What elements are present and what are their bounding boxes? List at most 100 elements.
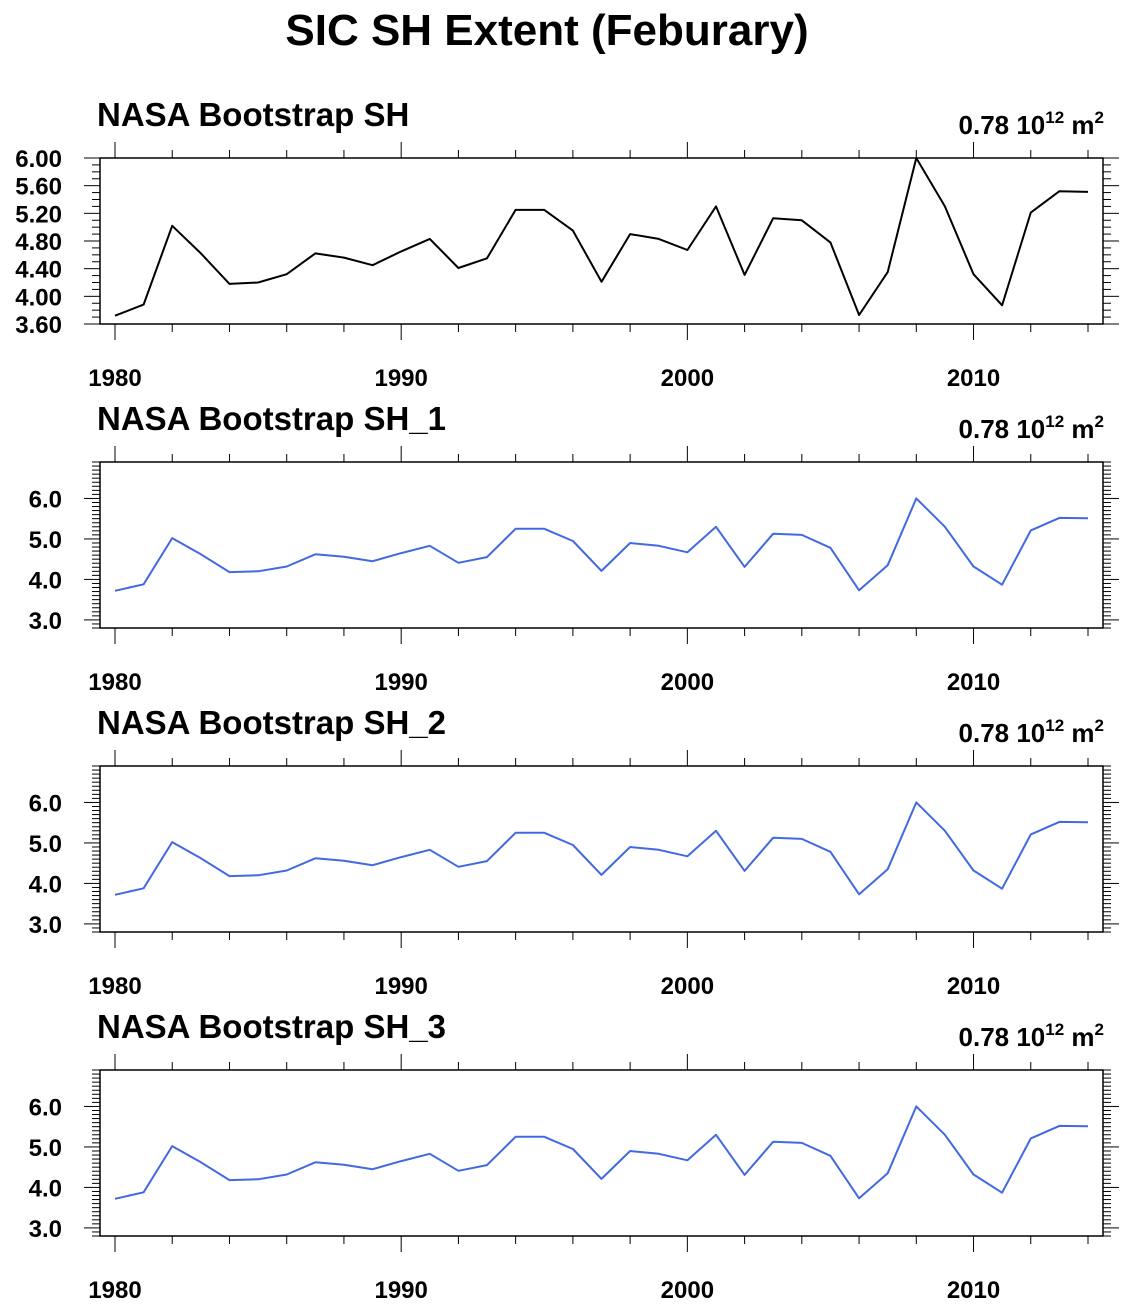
data-point <box>371 263 375 267</box>
data-point <box>943 1133 947 1137</box>
x-tick-label: 2010 <box>947 669 1000 696</box>
data-point <box>571 229 575 233</box>
units-unit-exponent: 2 <box>1095 716 1104 735</box>
plot-frame <box>99 1069 1104 1237</box>
data-point <box>342 1163 346 1167</box>
data-point <box>113 314 117 318</box>
units-annotation: 0.78 1012 m2 <box>959 412 1104 444</box>
units-unit: m <box>1064 718 1094 748</box>
data-point <box>857 1196 861 1200</box>
y-tick-label: 4.80 <box>15 229 62 256</box>
data-point <box>142 1190 146 1194</box>
data-point <box>972 564 976 568</box>
data-point <box>828 1154 832 1158</box>
data-point <box>657 544 661 548</box>
data-point <box>514 831 518 835</box>
units-annotation: 0.78 1012 m2 <box>959 1020 1104 1052</box>
data-point <box>1057 516 1061 520</box>
x-tick-label: 1980 <box>88 365 141 392</box>
data-point <box>800 218 804 222</box>
data-point <box>371 1167 375 1171</box>
units-value: 0.78 10 <box>959 110 1046 140</box>
data-point <box>743 565 747 569</box>
data-point <box>685 854 689 858</box>
data-point <box>914 156 918 160</box>
y-tick-label: 5.0 <box>29 831 62 858</box>
plot-frame <box>99 765 1104 933</box>
data-point <box>857 313 861 317</box>
data-point <box>600 280 604 284</box>
data-point <box>199 552 203 556</box>
data-point <box>828 546 832 550</box>
data-point <box>313 1160 317 1164</box>
data-point <box>1029 528 1033 532</box>
data-point <box>628 232 632 236</box>
data-point <box>1029 211 1033 215</box>
y-tick-label: 5.0 <box>29 1135 62 1162</box>
data-point <box>113 1197 117 1201</box>
data-point <box>170 840 174 844</box>
data-point <box>771 216 775 220</box>
data-point <box>113 589 117 593</box>
data-point <box>256 873 260 877</box>
data-point <box>399 855 403 859</box>
data-point <box>514 527 518 531</box>
data-point <box>342 256 346 260</box>
data-point <box>514 1135 518 1139</box>
data-point <box>886 1171 890 1175</box>
chart-panel-4: NASA Bootstrap SH_3 0.78 1012 m2 1980 1990 2… <box>29 1008 1119 1304</box>
x-tick-label: 1980 <box>88 973 141 1000</box>
y-tick-label: 6.00 <box>15 146 62 173</box>
data-point <box>113 893 117 897</box>
data-point <box>943 204 947 208</box>
data-point <box>485 256 489 260</box>
units-value: 0.78 10 <box>959 1022 1046 1052</box>
data-point <box>485 859 489 863</box>
data-point <box>571 539 575 543</box>
data-point <box>399 551 403 555</box>
data-point <box>285 564 289 568</box>
plot-frame <box>99 157 1104 325</box>
data-point <box>542 831 546 835</box>
data-point <box>743 869 747 873</box>
data-point <box>542 527 546 531</box>
data-point <box>714 204 718 208</box>
data-point <box>800 1141 804 1145</box>
x-tick-label: 1980 <box>88 1277 141 1304</box>
y-tick-label: 5.0 <box>29 527 62 554</box>
data-point <box>342 555 346 559</box>
y-tick-label: 3.0 <box>29 1216 62 1243</box>
data-point <box>485 1163 489 1167</box>
data-point <box>800 837 804 841</box>
y-tick-label: 6.0 <box>29 486 62 513</box>
panel-title: NASA Bootstrap SH <box>97 96 409 133</box>
data-point <box>743 1173 747 1177</box>
data-point <box>657 1152 661 1156</box>
data-point <box>972 1172 976 1176</box>
data-point <box>371 559 375 563</box>
data-point <box>743 273 747 277</box>
data-point <box>714 829 718 833</box>
data-point <box>600 569 604 573</box>
data-point <box>600 1177 604 1181</box>
data-point <box>227 570 231 574</box>
x-tick-label: 2000 <box>661 1277 714 1304</box>
data-point <box>886 270 890 274</box>
data-point <box>227 1178 231 1182</box>
y-tick-label: 4.40 <box>15 257 62 284</box>
data-point <box>714 525 718 529</box>
y-tick-label: 4.0 <box>29 1175 62 1202</box>
units-unit-exponent: 2 <box>1095 412 1104 431</box>
data-point <box>771 836 775 840</box>
data-point <box>313 251 317 255</box>
units-exponent: 12 <box>1045 412 1064 431</box>
main-title: SIC SH Extent (Feburary) <box>285 6 808 55</box>
data-point <box>771 1140 775 1144</box>
data-point <box>1057 820 1061 824</box>
y-tick-label: 5.20 <box>15 201 62 228</box>
data-point <box>227 282 231 286</box>
x-tick-label: 2010 <box>947 1277 1000 1304</box>
y-tick-label: 6.0 <box>29 1094 62 1121</box>
